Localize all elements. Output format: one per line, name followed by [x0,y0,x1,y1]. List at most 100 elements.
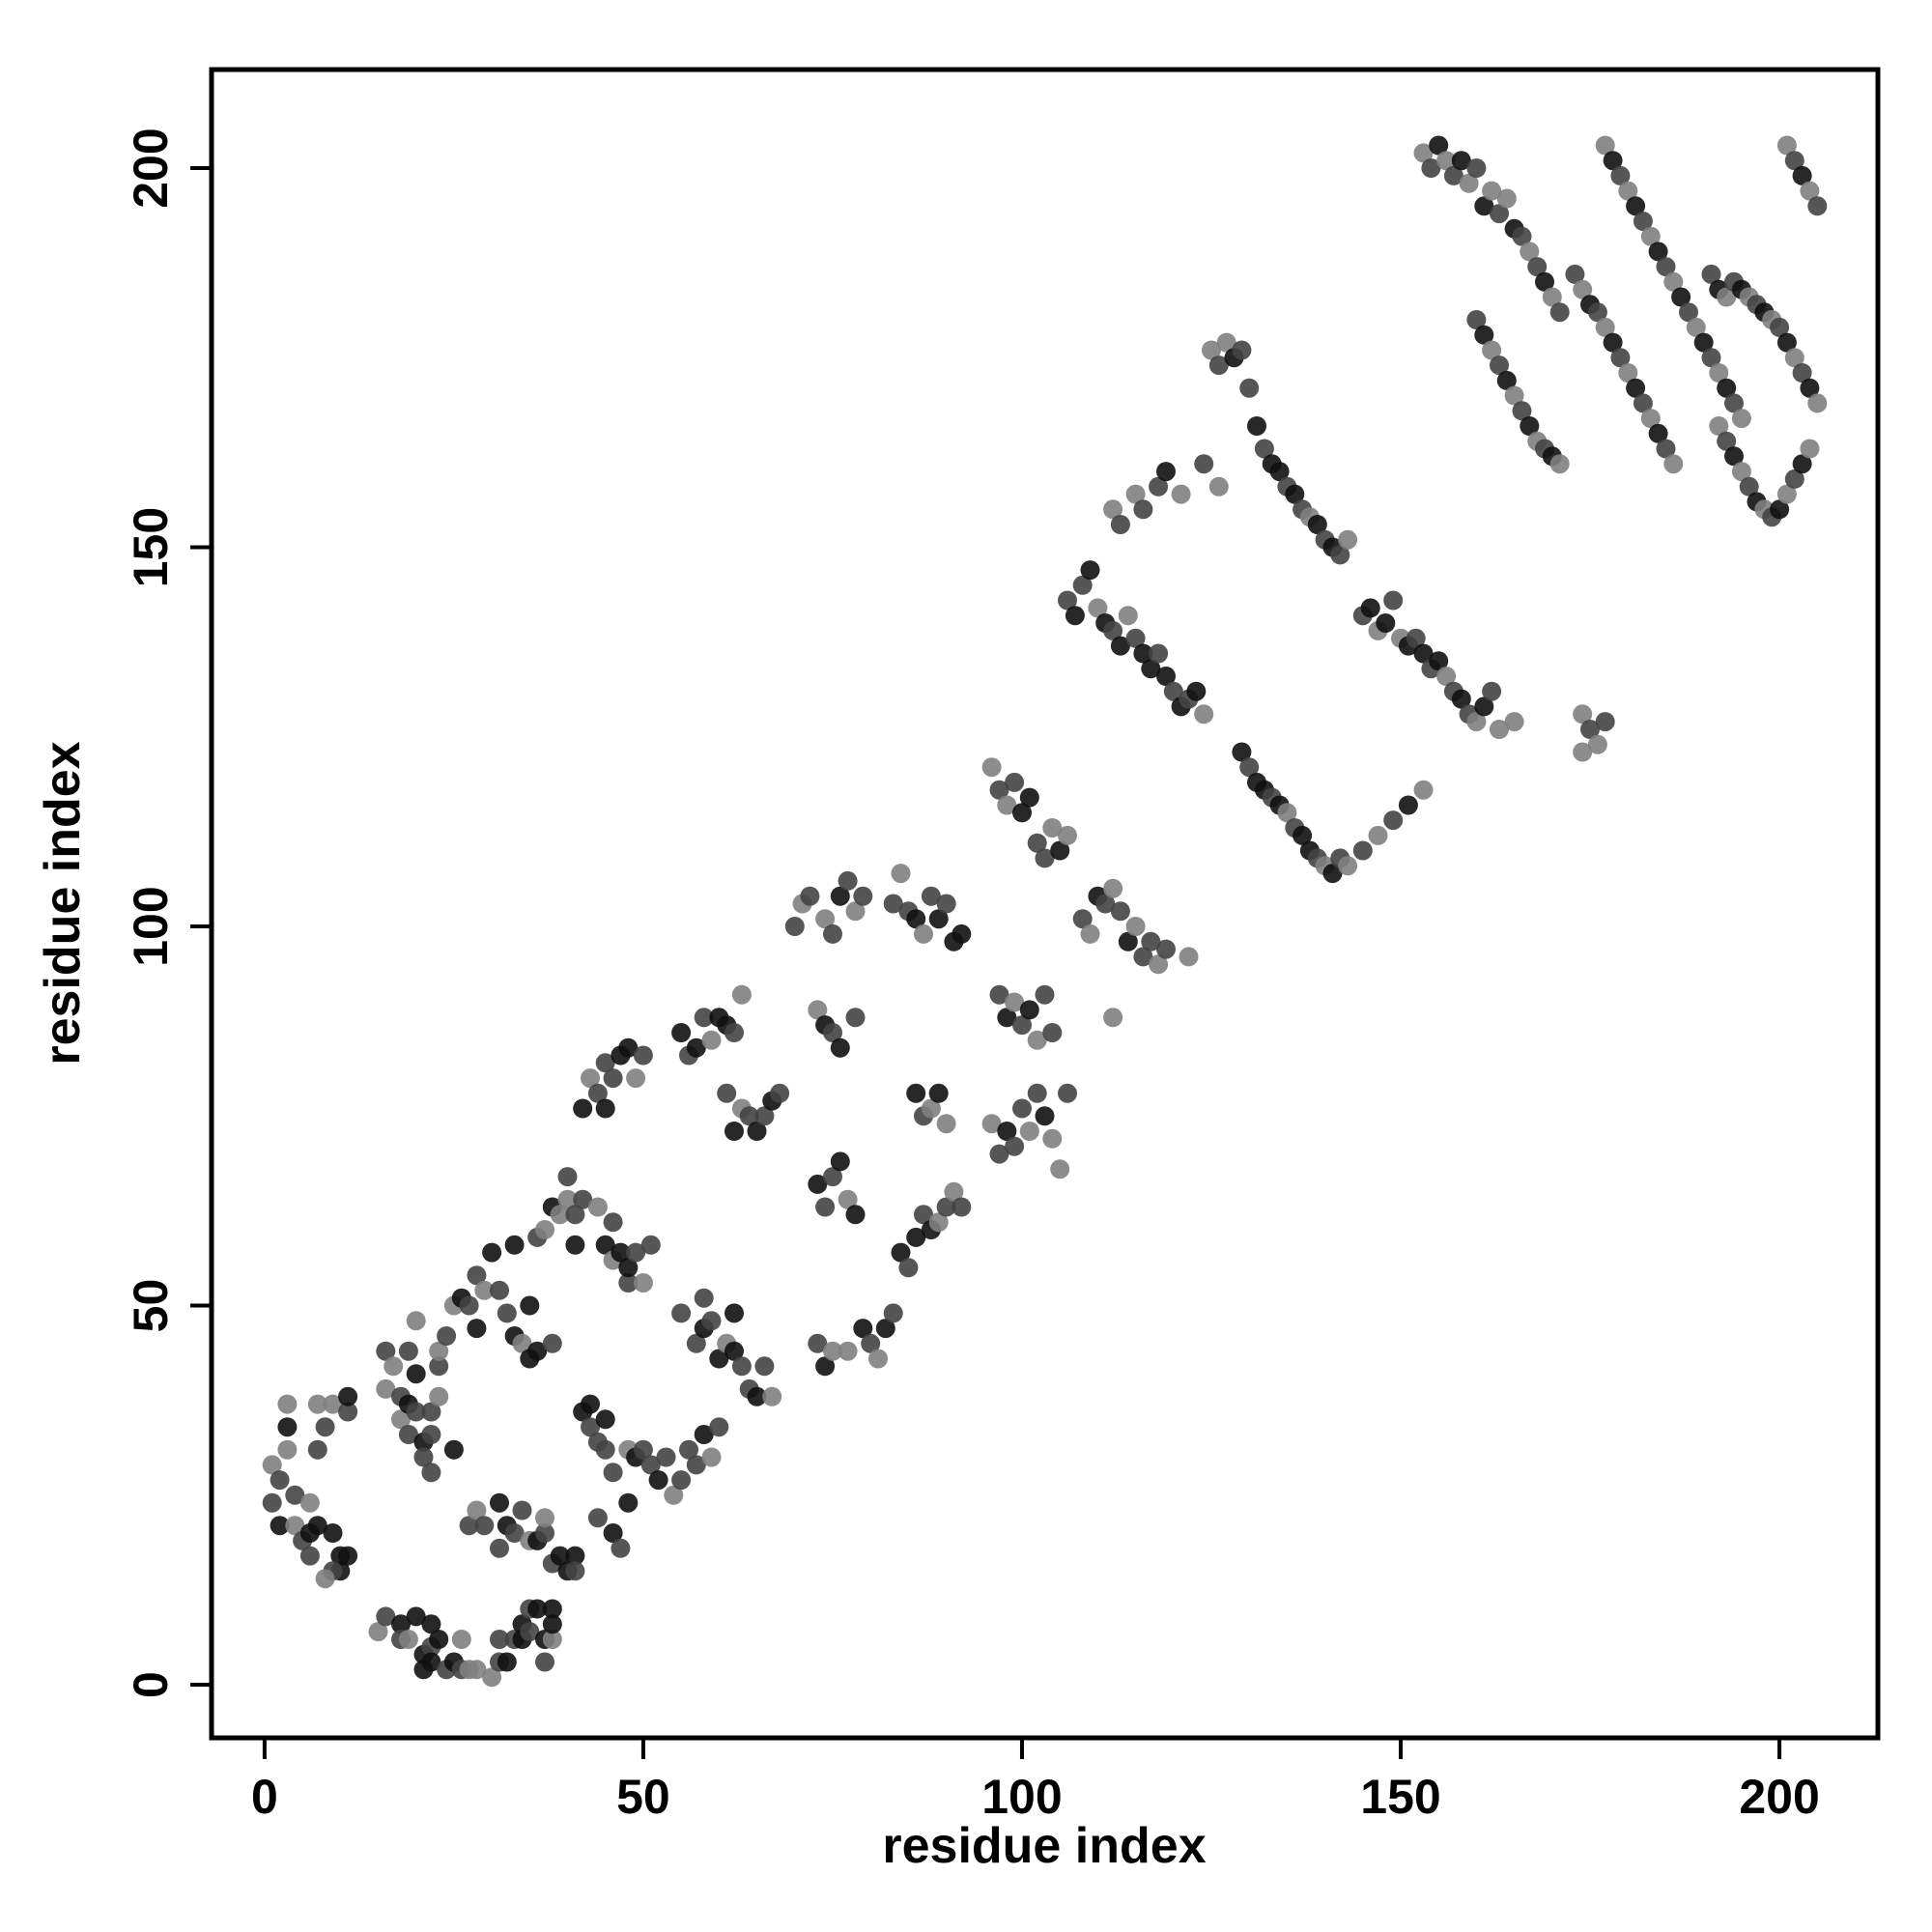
data-point [1186,681,1207,701]
data-point [595,1235,615,1255]
data-point [557,1167,578,1187]
data-point [504,1235,525,1255]
data-point [1573,279,1593,299]
data-point [1490,720,1509,739]
data-point [490,1630,509,1649]
data-point [1103,1008,1123,1028]
data-point [1580,720,1600,739]
data-point [1482,340,1502,360]
data-point [1103,878,1123,898]
data-point [823,923,842,944]
data-point [1671,287,1691,307]
data-point [944,1181,964,1202]
data-point [1474,325,1494,345]
data-point [497,1303,517,1323]
data-point [512,1333,532,1353]
data-point [1042,1128,1063,1149]
data-point [1520,416,1540,436]
data-point [664,1485,684,1505]
data-point [451,1630,471,1649]
data-point [1149,954,1169,975]
data-point [883,1303,903,1323]
data-point [633,1045,653,1065]
data-point [731,984,752,1005]
data-point [299,1492,320,1513]
data-point [1504,712,1524,732]
data-point [338,1386,358,1406]
data-point [557,1189,578,1209]
data-point [709,1417,729,1437]
data-point [421,1425,441,1444]
data-point [520,1622,540,1642]
data-point [1512,226,1532,246]
data-point [1050,1159,1070,1179]
data-point [1118,931,1138,952]
data-point [277,1417,298,1437]
data-point [398,1341,418,1361]
data-point [1163,681,1183,701]
data-point [1042,1023,1063,1042]
data-point [861,1333,881,1353]
data-point [1232,742,1252,762]
data-point [1603,151,1623,171]
data-point [565,1205,585,1225]
y-tick-label: 100 [124,886,178,966]
data-point [724,1341,744,1361]
data-point [618,1492,639,1513]
data-point [1330,545,1350,565]
data-point [808,1333,828,1353]
data-point [1239,757,1260,778]
data-point [1133,947,1153,967]
data-point [640,1235,661,1255]
data-point [1800,181,1820,201]
data-point [1208,355,1229,376]
data-point [997,1008,1017,1028]
data-point [437,1326,457,1346]
data-point [1277,803,1297,823]
data-point [421,1614,441,1634]
data-point [1633,393,1653,413]
data-point [1012,803,1032,823]
data-point [595,1098,615,1119]
data-point [1413,780,1434,800]
data-point [845,1008,866,1028]
data-point [467,1660,487,1680]
data-point [1110,515,1130,534]
data-point [1133,499,1153,520]
data-point [1724,446,1744,467]
data-point [1307,515,1327,534]
data-point [875,1319,895,1339]
data-point [1595,712,1615,732]
data-point [724,1023,744,1042]
data-point [368,1622,388,1642]
data-point [1679,302,1698,323]
data-point [527,1341,548,1361]
data-point [1194,454,1214,474]
data-point [981,757,1002,778]
data-point [1360,598,1380,618]
data-point [1466,310,1487,329]
data-point [1058,1083,1077,1103]
x-tick-label: 0 [251,1770,278,1824]
data-point [1156,462,1176,482]
data-point [1549,302,1570,323]
data-point [906,909,926,929]
data-point [1693,332,1714,353]
data-point [1792,363,1812,383]
x-tick-label: 150 [1360,1770,1440,1824]
data-point [520,1295,540,1316]
data-point [277,1394,298,1414]
data-point [686,1455,706,1475]
data-point [1451,689,1471,709]
data-point [542,1614,562,1634]
data-point [952,923,972,944]
data-point [1474,196,1494,216]
data-point [1352,840,1373,861]
data-point [482,1242,502,1263]
data-point [413,1447,434,1467]
data-point [1429,135,1449,156]
data-point [550,1546,570,1566]
data-point [694,1288,714,1308]
data-point [1451,151,1471,171]
data-point [1776,135,1797,156]
